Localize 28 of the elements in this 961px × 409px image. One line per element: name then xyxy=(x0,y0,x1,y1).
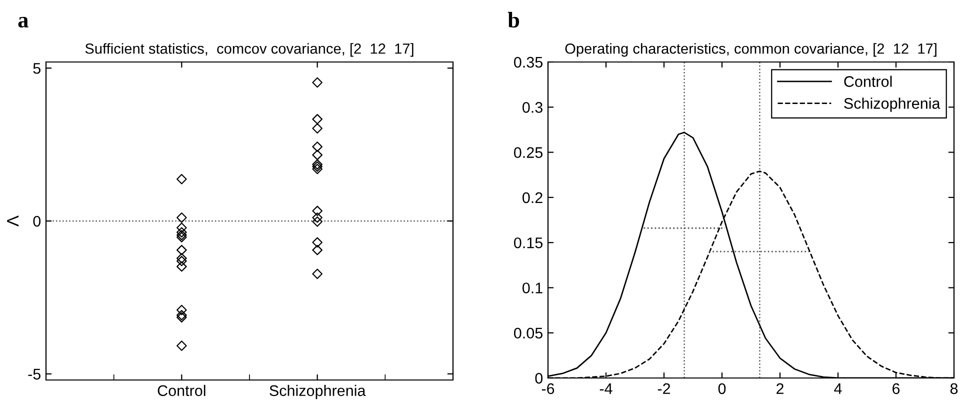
chart-title: Operating characteristics, common covariance, [2 12 17] xyxy=(565,43,936,57)
y-tick-label: 0 xyxy=(535,372,543,384)
y-tick-label: 0.05 xyxy=(514,328,542,339)
x-tick-label: -2 xyxy=(658,383,670,394)
y-tick-label: 5 xyxy=(33,63,40,74)
text: a xyxy=(18,16,28,28)
y-tick-label: 0 xyxy=(33,216,41,227)
y-tick-label: -5 xyxy=(28,368,40,380)
y-tick-label: 0.1 xyxy=(522,282,542,294)
x-tick-label: Schizophrenia xyxy=(270,384,366,400)
y-tick-label: 0.35 xyxy=(514,56,542,68)
x-tick-label: 0 xyxy=(718,383,726,394)
x-tick-label: Control xyxy=(158,384,206,396)
x-tick-label: 6 xyxy=(892,383,900,394)
y-axis-title: Λ xyxy=(7,216,19,226)
legend-label: Schizophrenia xyxy=(844,98,940,112)
chart-title: Sufficient statistics, comcov covariance, [2 12 17] xyxy=(85,43,414,57)
legend-label: Control xyxy=(844,76,892,87)
y-tick-label: 0.25 xyxy=(514,147,542,158)
x-tick-label: 4 xyxy=(834,383,842,394)
y-tick-label: 0.15 xyxy=(514,237,542,248)
x-tick-label: -4 xyxy=(600,383,612,394)
x-tick-label: 8 xyxy=(950,383,958,394)
x-tick-label: -6 xyxy=(542,383,554,394)
x-tick-label: 2 xyxy=(776,383,784,394)
text: b xyxy=(508,12,520,28)
y-tick-label: 0.2 xyxy=(522,192,542,204)
y-tick-label: 0.3 xyxy=(522,102,542,113)
